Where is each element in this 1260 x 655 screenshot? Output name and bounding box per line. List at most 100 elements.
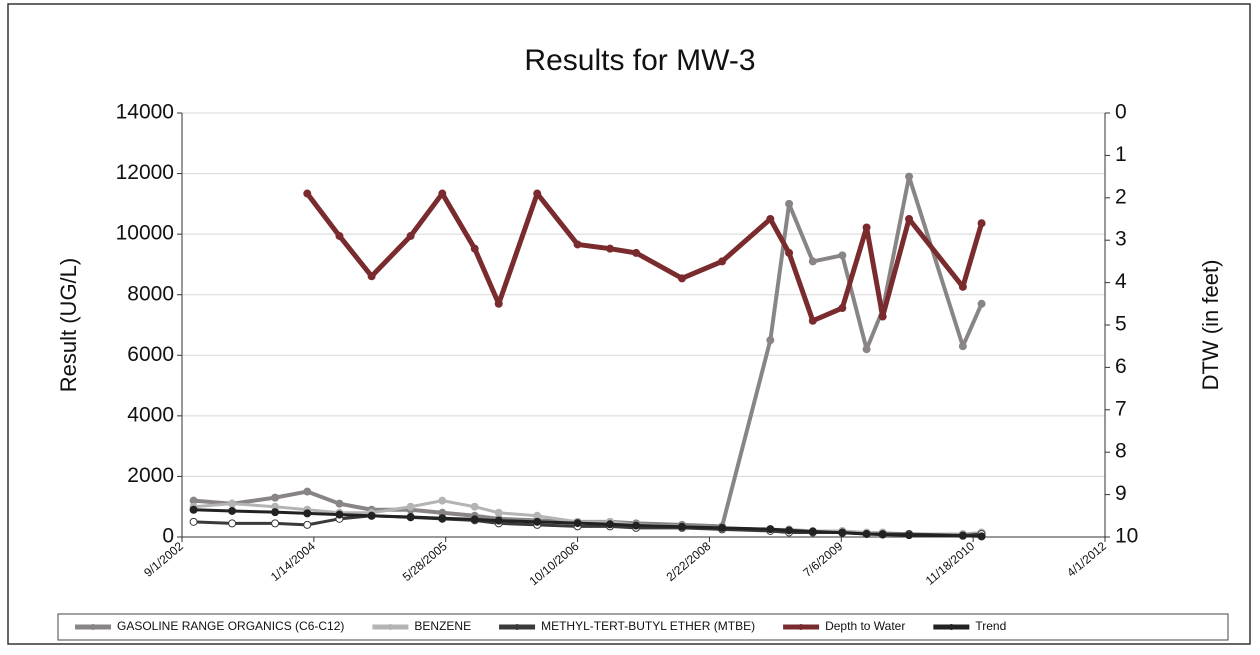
data-point [905, 172, 914, 181]
data-point [470, 244, 479, 253]
data-point [303, 509, 312, 518]
data-point [632, 248, 641, 257]
chart-frame [7, 3, 1251, 645]
data-point [335, 499, 344, 508]
y-axis-label: Result (UG/L) [56, 258, 81, 392]
data-point [303, 487, 312, 496]
data-point [678, 522, 687, 531]
y2-tick-label: 9 [1115, 482, 1127, 505]
data-point [808, 316, 817, 325]
data-point [228, 506, 237, 515]
data-point [271, 519, 280, 528]
data-point [438, 496, 447, 505]
legend-label: Trend [975, 619, 1006, 633]
y2-tick-label: 3 [1115, 228, 1127, 251]
data-point [406, 502, 415, 511]
data-point [766, 215, 775, 223]
legend-label: METHYL-TERT-BUTYL ETHER (MTBE) [541, 619, 755, 633]
data-point [905, 531, 914, 540]
data-point [766, 525, 775, 534]
data-point [718, 523, 727, 532]
legend-label: GASOLINE RANGE ORGANICS (C6-C12) [117, 619, 344, 633]
data-point [878, 312, 887, 321]
y-tick-label: 6000 [127, 343, 174, 366]
data-point [678, 274, 687, 283]
data-point [189, 505, 198, 514]
data-point [533, 189, 542, 198]
data-point [335, 510, 344, 519]
y2-tick-label: 1 [1115, 143, 1127, 166]
data-point [228, 519, 237, 528]
data-point [494, 516, 503, 525]
y-tick-label: 0 [162, 525, 174, 548]
legend-label: BENZENE [414, 619, 471, 633]
legend-label: Depth to Water [825, 619, 905, 633]
legend-box [57, 613, 1229, 641]
data-point [533, 517, 542, 526]
data-point [977, 219, 986, 228]
data-point [438, 514, 447, 523]
data-point [785, 248, 794, 257]
y2-tick-label: 10 [1115, 525, 1138, 548]
data-point [785, 199, 794, 208]
y2-tick-label: 0 [1115, 101, 1127, 124]
y-tick-label: 2000 [127, 464, 174, 487]
data-point [785, 526, 794, 535]
data-point [808, 257, 817, 266]
data-point [470, 515, 479, 524]
y2-tick-label: 4 [1115, 270, 1127, 293]
data-point [606, 520, 615, 529]
data-point [838, 251, 847, 260]
data-point [862, 223, 871, 232]
y-tick-label: 14000 [116, 101, 174, 124]
data-point [189, 517, 198, 526]
data-point [862, 345, 871, 354]
data-point [766, 336, 775, 345]
data-point [303, 520, 312, 529]
data-point [406, 231, 415, 240]
legend-marker [387, 624, 394, 630]
y2-tick-label: 8 [1115, 440, 1127, 463]
data-point [606, 244, 615, 253]
data-point [958, 342, 967, 351]
data-point [438, 189, 447, 198]
y2-tick-label: 5 [1115, 313, 1127, 336]
data-point [977, 299, 986, 308]
data-point [838, 528, 847, 537]
data-point [977, 532, 986, 541]
data-point [958, 282, 967, 291]
y2-tick-label: 2 [1115, 185, 1127, 208]
data-point [905, 215, 914, 223]
data-point [494, 508, 503, 517]
legend-marker [798, 624, 805, 630]
data-point [494, 299, 503, 308]
data-point [335, 231, 344, 240]
data-point [573, 519, 582, 528]
data-point [838, 304, 847, 313]
legend-marker [514, 624, 521, 630]
data-point [862, 529, 871, 538]
y-tick-label: 10000 [116, 222, 174, 245]
y-tick-label: 8000 [127, 282, 174, 305]
data-point [878, 530, 887, 539]
y-tick-label: 12000 [116, 161, 174, 184]
data-point [271, 493, 280, 502]
data-point [367, 511, 376, 520]
data-point [367, 272, 376, 281]
y2-axis-label: DTW (in feet) [1198, 260, 1223, 391]
chart-title: Results for MW-3 [524, 44, 755, 77]
data-point [470, 502, 479, 511]
legend-marker [948, 624, 955, 630]
series-line [305, 191, 984, 324]
data-point [958, 531, 967, 540]
data-point [573, 240, 582, 249]
data-point [718, 257, 727, 266]
y-tick-label: 4000 [127, 403, 174, 426]
data-point [228, 499, 237, 508]
data-point [271, 508, 280, 517]
data-point [406, 513, 415, 522]
data-point [303, 189, 312, 198]
legend-marker [90, 624, 96, 630]
